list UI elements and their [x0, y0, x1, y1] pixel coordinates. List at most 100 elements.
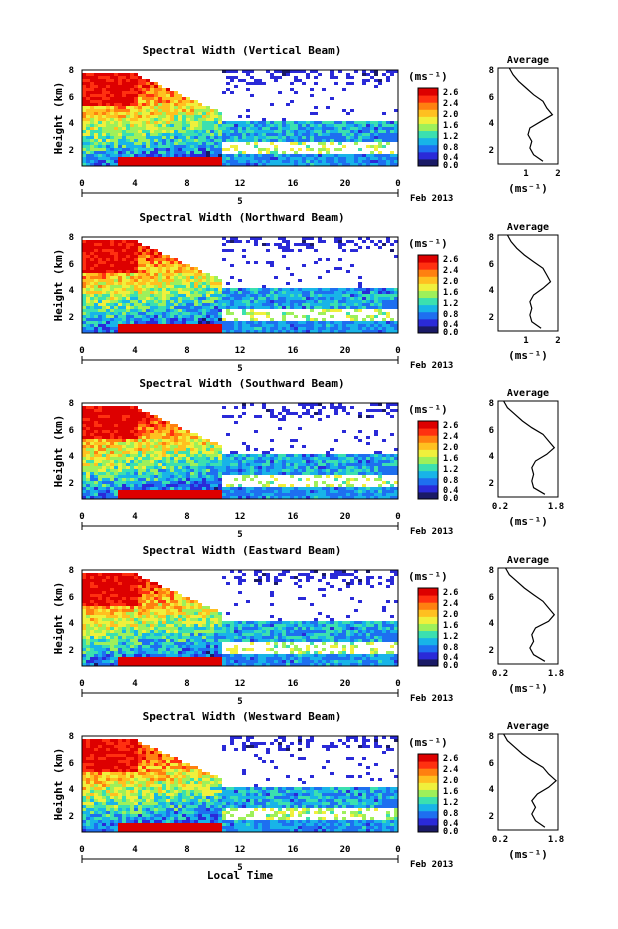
- heatmap-cell: [114, 472, 118, 475]
- heatmap-cell: [226, 469, 230, 472]
- heatmap-cell: [86, 454, 90, 457]
- heatmap-cell: [386, 481, 390, 484]
- heatmap-cell: [186, 121, 190, 124]
- heatmap-cell: [126, 436, 130, 439]
- heatmap-cell: [270, 124, 274, 127]
- heatmap-cell: [262, 403, 266, 406]
- heatmap-cell: [290, 249, 294, 252]
- heatmap-cell: [90, 415, 94, 418]
- heatmap-cell: [190, 130, 194, 133]
- heatmap-cell: [374, 130, 378, 133]
- heatmap-cell: [162, 288, 166, 291]
- heatmap-cell: [190, 121, 194, 124]
- heatmap-cell: [206, 490, 210, 493]
- average-frame: [497, 400, 559, 498]
- heatmap-cell: [202, 276, 206, 279]
- heatmap-cell: [346, 321, 350, 324]
- heatmap-cell: [102, 121, 106, 124]
- heatmap-cell: [170, 487, 174, 490]
- heatmap-cell: [370, 294, 374, 297]
- heatmap-cell: [106, 267, 110, 270]
- heatmap-cell: [102, 103, 106, 106]
- heatmap-cell: [338, 243, 342, 246]
- heatmap-cell: [306, 300, 310, 303]
- heatmap-cell: [158, 427, 162, 430]
- heatmap-cell: [198, 160, 202, 163]
- heatmap-cell: [146, 327, 150, 330]
- heatmap-cell: [138, 324, 142, 327]
- heatmap-cell: [282, 321, 286, 324]
- heatmap-cell: [98, 487, 102, 490]
- heatmap-cell: [262, 493, 266, 496]
- heatmap-cell: [390, 490, 394, 493]
- heatmap-cell: [178, 106, 182, 109]
- heatmap-cell: [150, 469, 154, 472]
- heatmap-cell: [322, 454, 326, 457]
- heatmap-cell: [142, 460, 146, 463]
- heatmap-cell: [194, 160, 198, 163]
- heatmap-cell: [214, 148, 218, 151]
- heatmap-cell: [158, 258, 162, 261]
- heatmap-cell: [386, 496, 390, 499]
- heatmap-cell: [286, 124, 290, 127]
- heatmap-cell: [254, 415, 258, 418]
- heatmap-cell: [82, 321, 86, 324]
- heatmap-cell: [94, 406, 98, 409]
- heatmap-cell: [282, 118, 286, 121]
- heatmap-cell: [230, 264, 234, 267]
- heatmap-cell: [362, 300, 366, 303]
- heatmap-cell: [250, 294, 254, 297]
- heatmap-cell: [118, 409, 122, 412]
- heatmap-cell: [254, 570, 258, 573]
- heatmap-cell: [110, 297, 114, 300]
- heatmap-cell: [346, 297, 350, 300]
- heatmap-cell: [106, 136, 110, 139]
- heatmap-cell: [222, 258, 226, 261]
- heatmap-cell: [182, 160, 186, 163]
- heatmap-cell: [82, 151, 86, 154]
- heatmap-cell: [258, 127, 262, 130]
- heatmap-cell: [206, 154, 210, 157]
- heatmap-cell: [350, 291, 354, 294]
- heatmap-cell: [174, 451, 178, 454]
- heatmap-cell: [374, 79, 378, 82]
- heatmap-cell: [178, 312, 182, 315]
- heatmap-cell: [162, 163, 166, 166]
- heatmap-cell: [374, 303, 378, 306]
- heatmap-cell: [118, 282, 122, 285]
- heatmap-cell: [122, 487, 126, 490]
- heatmap-cell: [146, 448, 150, 451]
- heatmap-cell: [114, 243, 118, 246]
- panel-title: Spectral Width (Eastward Beam): [143, 544, 342, 557]
- heatmap-cell: [90, 421, 94, 424]
- heatmap-cell: [314, 133, 318, 136]
- heatmap-cell: [238, 460, 242, 463]
- heatmap-cell: [110, 142, 114, 145]
- heatmap-cell: [114, 490, 118, 493]
- y-axis-label: Height (km): [52, 82, 65, 155]
- heatmap-cell: [86, 267, 90, 270]
- colorbar-tick: 2.6: [443, 255, 458, 265]
- heatmap-cell: [258, 415, 262, 418]
- heatmap-cell: [114, 294, 118, 297]
- heatmap-cell: [106, 318, 110, 321]
- heatmap-cell: [154, 430, 158, 433]
- heatmap-cell: [150, 312, 154, 315]
- heatmap-cell: [150, 454, 154, 457]
- heatmap-cell: [122, 442, 126, 445]
- heatmap-cell: [130, 103, 134, 106]
- heatmap-cell: [382, 121, 386, 124]
- heatmap-cell: [338, 139, 342, 142]
- heatmap-cell: [186, 481, 190, 484]
- heatmap-cell: [270, 130, 274, 133]
- heatmap-cell: [86, 154, 90, 157]
- heatmap-cell: [334, 487, 338, 490]
- heatmap-cell: [254, 448, 258, 451]
- heatmap-cell: [94, 115, 98, 118]
- average-y-tick: 2: [489, 313, 494, 323]
- heatmap-cell: [386, 457, 390, 460]
- heatmap-cell: [98, 303, 102, 306]
- heatmap-cell: [214, 460, 218, 463]
- heatmap-cell: [234, 240, 238, 243]
- heatmap-cell: [382, 321, 386, 324]
